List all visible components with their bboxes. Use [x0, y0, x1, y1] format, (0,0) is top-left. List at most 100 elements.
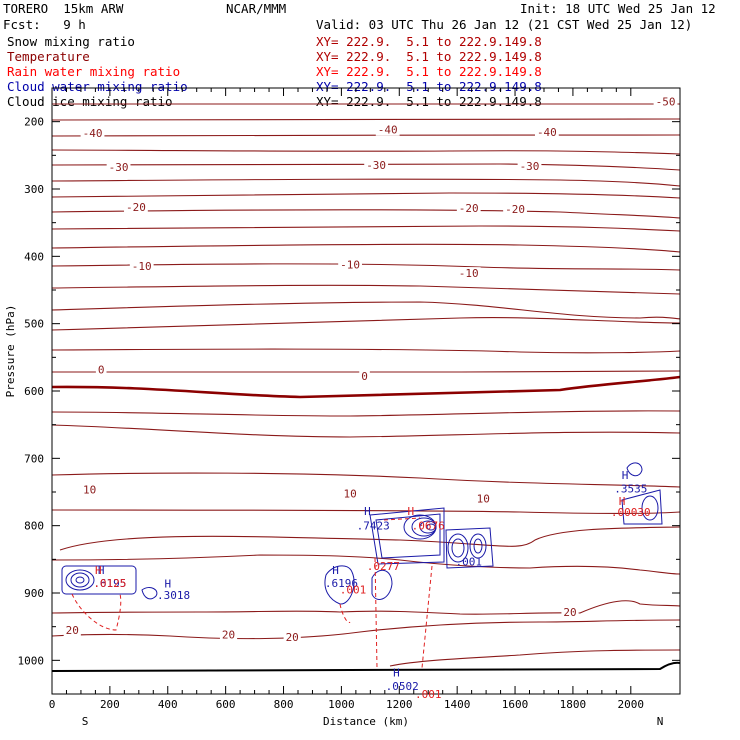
temperature-label: 0: [361, 370, 368, 383]
temperature-label-bg: [283, 630, 301, 643]
y-tick-label: 200: [24, 116, 44, 129]
x-tick-label: 0: [49, 698, 56, 711]
cloud-water-label: H: [364, 505, 371, 518]
temperature-label: -30: [109, 161, 129, 174]
cloud-water-label: H: [164, 578, 171, 591]
y-tick-label: 300: [24, 183, 44, 196]
y-tick-label: 700: [24, 452, 44, 465]
temperature-label-bg: [364, 158, 389, 171]
cloud-water-label: .6195: [93, 577, 126, 590]
cloud-water-label: H: [622, 469, 629, 482]
x-tick-label: 800: [274, 698, 294, 711]
temperature-contours: [51, 103, 681, 667]
rain-label: H: [95, 564, 102, 577]
forecast-hour: Fcst: 9 h: [3, 17, 86, 32]
north-label: N: [657, 715, 664, 728]
cloud-water-label: .3018: [157, 589, 190, 602]
temperature-label-bg: [81, 483, 99, 496]
temperature-label: -10: [340, 258, 360, 271]
rain-label: .00030: [611, 506, 651, 519]
temperature-label: -40: [83, 127, 103, 140]
temperature-label-bg: [129, 259, 154, 272]
x-axis-label: Distance (km): [323, 715, 409, 728]
init-time: Init: 18 UTC Wed 25 Jan 12: [520, 1, 716, 16]
y-tick-label: 400: [24, 250, 44, 263]
x-tick-label: 600: [216, 698, 236, 711]
cloud-water-label: H: [98, 564, 105, 577]
temperature-label-bg: [80, 127, 105, 140]
y-tick-label: 1000: [18, 654, 45, 667]
temperature-label: -20: [459, 202, 479, 215]
y-tick-label: 800: [24, 520, 44, 533]
temperature-label-bg: [359, 370, 370, 383]
temperature-label: 10: [477, 493, 490, 506]
temperature-label: -30: [366, 159, 386, 172]
valid-time: Valid: 03 UTC Thu 26 Jan 12 (21 CST Wed …: [316, 17, 693, 32]
temperature-label-bg: [375, 123, 400, 136]
temperature-label-bg: [474, 492, 492, 505]
x-tick-label: 1200: [386, 698, 413, 711]
legend-cloudice-xy: XY= 222.9. 5.1 to 222.9.149.8: [316, 94, 542, 109]
cloud-water-label: .3535: [614, 483, 647, 496]
temperature-label: -50: [656, 95, 676, 108]
legend-rain-xy: XY= 222.9. 5.1 to 222.9.149.8: [316, 64, 542, 79]
x-tick-label: 1800: [560, 698, 587, 711]
temperature-label-bg: [219, 628, 238, 641]
rain-label: .001: [415, 688, 442, 701]
center-title: NCAR/MMM: [226, 1, 287, 16]
legend-cloudwater-label: Cloud water mixing ratio: [7, 79, 188, 94]
temperature-label: 20: [563, 606, 576, 619]
cloud-water-label: .0502: [386, 680, 419, 693]
temperature-label-bg: [561, 605, 579, 618]
x-tick-label: 2000: [618, 698, 645, 711]
y-tick-label: 600: [24, 385, 44, 398]
temperature-label: -40: [378, 124, 398, 137]
temperature-label: 0: [98, 363, 105, 376]
legend-temperature-xy: XY= 222.9. 5.1 to 222.9.149.8: [316, 49, 542, 64]
x-tick-label: 400: [158, 698, 178, 711]
y-axis-label: Pressure (hPa): [4, 305, 17, 398]
temperature-label-bg: [534, 125, 559, 138]
rain-label: .0676: [412, 520, 445, 533]
temperature-label: 20: [286, 631, 299, 644]
temperature-label: -10: [132, 260, 152, 273]
legend-rain-label: Rain water mixing ratio: [7, 64, 181, 79]
temperature-label-bg: [503, 203, 527, 216]
rain-label: H: [619, 495, 626, 508]
temperature-label-bg: [341, 487, 359, 500]
y-tick-label: 500: [24, 318, 44, 331]
temperature-label-bg: [124, 201, 148, 214]
cloud-water-label: .7423: [357, 520, 390, 533]
legend-cloudice-label: Cloud ice mixing ratio: [7, 94, 173, 109]
rain-label: .001: [340, 584, 367, 597]
model-title: TORERO 15km ARW: [3, 1, 124, 16]
x-tick-label: 1000: [328, 698, 355, 711]
temperature-label: 10: [83, 483, 96, 496]
terrain-line: [51, 661, 681, 672]
x-tick-label: 1600: [502, 698, 529, 711]
temperature-label-bg: [456, 267, 481, 280]
legend-snow-xy: XY= 222.9. 5.1 to 222.9.149.8: [316, 34, 542, 49]
temperature-label: 10: [343, 487, 356, 500]
temperature-label-bg: [456, 201, 481, 214]
chart-marks: 0 200 400 600 800 1000 1200 1400 1600 1800 2000200…: [4, 87, 681, 728]
x-tick-label: 200: [100, 698, 120, 711]
legend-temperature-label: Temperature: [7, 49, 90, 64]
temperature-label: -40: [537, 126, 557, 139]
temperature-label-bg: [338, 258, 362, 271]
cloud-water-contours: [61, 462, 663, 605]
cloud-water-label: .001: [455, 555, 482, 568]
temperature-label-bg: [653, 95, 678, 108]
legend-snow-label: Snow mixing ratio: [7, 34, 135, 49]
x-tick-label: 1400: [444, 698, 471, 711]
y-tick-label: 900: [24, 587, 44, 600]
freezing-line: [51, 375, 681, 399]
temperature-label: -20: [505, 203, 525, 216]
temperature-label: -30: [520, 160, 540, 173]
temperature-label: 20: [222, 629, 235, 642]
rain-label: .0125: [93, 577, 126, 590]
legend-cloudwater-xy: XY= 222.9. 5.1 to 222.9.149.8: [316, 79, 542, 94]
rain-label: H: [408, 505, 415, 518]
cloud-water-label: .6196: [325, 577, 358, 590]
